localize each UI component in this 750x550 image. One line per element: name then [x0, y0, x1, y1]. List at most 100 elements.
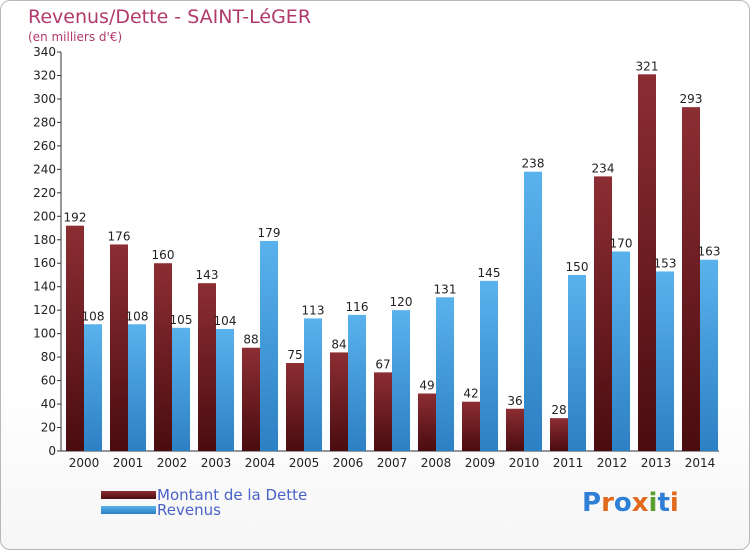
- y-tick-label: 200: [33, 209, 56, 223]
- bar-revenus: [436, 297, 454, 451]
- bar-revenus: [568, 274, 586, 451]
- data-label-dette: 176: [108, 229, 131, 243]
- logo-letter: t: [657, 488, 670, 518]
- logo-letter: x: [631, 488, 649, 518]
- bar-dette: [330, 352, 348, 451]
- proxiti-logo: Proxiti: [582, 488, 679, 518]
- data-label-dette: 84: [331, 337, 346, 351]
- y-tick-label: 300: [33, 92, 56, 106]
- x-tick-label: 2000: [69, 456, 100, 470]
- legend-label-debt: Montant de la Dette: [157, 486, 308, 504]
- data-label-revenus: 116: [346, 300, 369, 314]
- y-tick-label: 60: [41, 374, 56, 388]
- data-label-revenus: 163: [698, 245, 721, 259]
- bar-revenus: [348, 314, 366, 451]
- y-tick-label: 320: [33, 68, 56, 82]
- y-tick-label: 240: [33, 162, 56, 176]
- data-label-revenus: 150: [566, 260, 589, 274]
- bars: 192 108 176 108 160 105 143 104 88 179 75 113 84 116 6…: [64, 59, 721, 452]
- x-tick-label: 2005: [289, 456, 320, 470]
- x-tick-label: 2012: [597, 456, 628, 470]
- data-label-dette: 293: [680, 92, 703, 106]
- bar-revenus: [392, 310, 410, 451]
- logo-letter: i: [669, 488, 679, 518]
- bar-revenus: [480, 280, 498, 451]
- y-tick-label: 340: [33, 45, 56, 59]
- data-label-revenus: 108: [82, 309, 105, 323]
- bar-dette: [374, 372, 392, 451]
- bar-revenus: [260, 240, 278, 451]
- logo-letter: r: [601, 488, 614, 518]
- logo-letter: o: [613, 488, 632, 518]
- data-label-dette: 234: [592, 161, 615, 175]
- x-tick-label: 2004: [245, 456, 276, 470]
- data-label-dette: 88: [243, 333, 258, 347]
- x-tick-label: 2013: [641, 456, 672, 470]
- data-label-revenus: 170: [610, 237, 633, 251]
- x-tick-label: 2010: [509, 456, 540, 470]
- data-label-dette: 28: [551, 403, 566, 417]
- bar-revenus: [84, 324, 102, 451]
- bar-revenus: [128, 324, 146, 451]
- bar-revenus: [524, 171, 542, 451]
- data-label-revenus: 120: [390, 295, 413, 309]
- logo-letter: P: [582, 488, 602, 518]
- data-label-dette: 143: [196, 268, 219, 282]
- y-tick-label: 120: [33, 303, 56, 317]
- y-tick-label: 100: [33, 327, 56, 341]
- data-label-revenus: 238: [522, 157, 545, 171]
- y-tick-label: 80: [41, 350, 56, 364]
- bar-revenus: [656, 271, 674, 451]
- data-label-revenus: 153: [654, 256, 677, 270]
- x-tick-label: 2002: [157, 456, 188, 470]
- data-label-dette: 49: [419, 378, 434, 392]
- x-tick-label: 2011: [553, 456, 584, 470]
- data-label-dette: 75: [287, 348, 302, 362]
- data-label-dette: 160: [152, 248, 175, 262]
- bar-dette: [198, 283, 216, 451]
- bar-revenus: [304, 318, 322, 451]
- y-tick-label: 40: [41, 397, 56, 411]
- bar-revenus: [172, 327, 190, 451]
- bar-dette: [418, 393, 436, 451]
- chart-title: Revenus/Dette - SAINT-LéGER: [28, 6, 312, 28]
- y-tick-label: 20: [41, 421, 56, 435]
- x-tick-label: 2009: [465, 456, 496, 470]
- y-tick-label: 140: [33, 280, 56, 294]
- y-tick-label: 160: [33, 256, 56, 270]
- bar-dette: [242, 347, 260, 451]
- logo-letter: i: [648, 488, 658, 518]
- data-label-revenus: 131: [434, 282, 457, 296]
- data-label-revenus: 104: [214, 314, 237, 328]
- bar-revenus: [216, 328, 234, 451]
- bar-dette: [506, 408, 524, 451]
- data-label-revenus: 105: [170, 313, 193, 327]
- bar-dette: [550, 418, 568, 451]
- chart-subtitle: (en milliers d'€): [28, 30, 123, 44]
- data-label-revenus: 179: [258, 226, 281, 240]
- y-tick-label: 280: [33, 115, 56, 129]
- y-tick-label: 0: [48, 444, 56, 458]
- y-tick-label: 260: [33, 139, 56, 153]
- data-label-dette: 67: [375, 357, 390, 371]
- data-label-revenus: 145: [478, 266, 501, 280]
- data-label-dette: 36: [507, 394, 522, 408]
- bar-dette: [638, 74, 656, 451]
- x-tick-label: 2001: [113, 456, 144, 470]
- x-tick-label: 2014: [685, 456, 716, 470]
- x-tick-label: 2007: [377, 456, 408, 470]
- x-tick-label: 2006: [333, 456, 364, 470]
- bar-revenus: [612, 251, 630, 451]
- bar-dette: [462, 401, 480, 451]
- bar-dette: [286, 362, 304, 451]
- legend-label-revenus: Revenus: [157, 501, 221, 519]
- bar-dette: [154, 263, 172, 451]
- data-label-dette: 42: [463, 387, 478, 401]
- bar-dette: [66, 225, 84, 451]
- bar-dette: [110, 244, 128, 451]
- legend-swatch-debt: [101, 491, 156, 499]
- legend-swatch-revenus: [101, 506, 156, 514]
- data-label-revenus: 113: [302, 303, 325, 317]
